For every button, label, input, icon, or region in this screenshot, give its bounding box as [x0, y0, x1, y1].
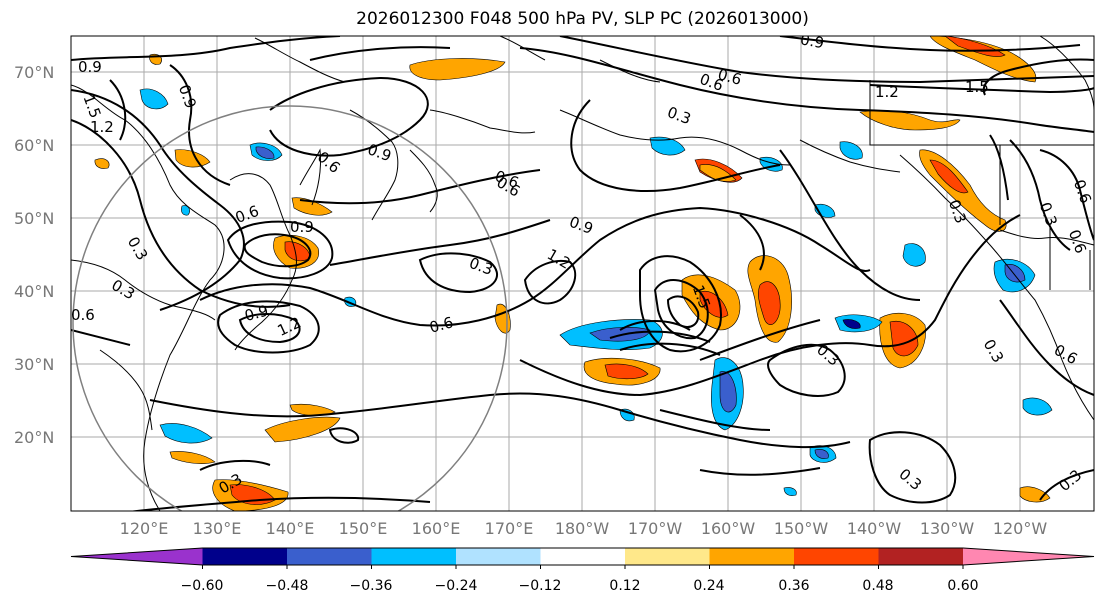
lon-label: 170°W [628, 519, 683, 538]
colorbar-swatch [878, 548, 963, 565]
colorbar-swatch [963, 548, 1094, 565]
colorbar-swatch [202, 548, 287, 565]
slp-contours [71, 36, 1094, 511]
map-frame [70, 35, 1095, 512]
lon-label: 120°E [120, 519, 169, 538]
svg-text:1.5: 1.5 [965, 78, 989, 96]
colorbar-tick-label: −0.48 [266, 578, 309, 594]
colorbar-swatch [709, 548, 794, 565]
map-title: 2026012300 F048 500 hPa PV, SLP PC (2026… [356, 9, 809, 29]
lon-label: 150°W [774, 519, 829, 538]
svg-text:1.2: 1.2 [875, 83, 899, 101]
lat-label: 40°N [14, 282, 54, 301]
svg-text:0.6: 0.6 [428, 313, 456, 337]
lon-label: 120°W [993, 519, 1048, 538]
lon-label: 150°E [339, 519, 388, 538]
lat-label: 50°N [14, 209, 54, 228]
lat-label: 20°N [14, 428, 54, 447]
latitude-labels: 70°N 60°N 50°N 40°N 30°N 20°N [14, 63, 54, 447]
colorbar-swatch [371, 548, 456, 565]
lon-label: 160°E [412, 519, 461, 538]
colorbar-swatch [794, 548, 879, 565]
colorbar-swatch [625, 548, 710, 565]
range-circle [72, 105, 508, 511]
colorbar-tick-label: −0.24 [435, 578, 478, 594]
lon-label: 140°E [266, 519, 315, 538]
colorbar-tick-label: 0.60 [947, 578, 978, 594]
colorbar-swatch [287, 548, 372, 565]
colorbar-tick-label: 0.12 [609, 578, 640, 594]
lon-label: 130°W [920, 519, 975, 538]
colorbar-tick-labels: −0.60 −0.48 −0.36 −0.24 −0.12 0.12 0.24 … [181, 578, 979, 594]
longitude-labels: 120°E 130°E 140°E 150°E 160°E 170°E 180°… [120, 519, 1048, 538]
svg-text:0.6: 0.6 [716, 65, 744, 89]
lat-label: 70°N [14, 63, 54, 82]
colorbar-swatch [456, 548, 541, 565]
lon-label: 130°E [193, 519, 242, 538]
lon-label: 180°W [555, 519, 610, 538]
colorbar-tick-label: 0.24 [693, 578, 724, 594]
colorbar-swatch [540, 548, 625, 565]
svg-text:0.6: 0.6 [71, 306, 95, 324]
svg-text:0.9: 0.9 [243, 301, 271, 325]
colorbar-ticks [202, 565, 964, 569]
svg-text:0.9: 0.9 [78, 58, 102, 76]
colorbar-tick-label: 0.36 [778, 578, 809, 594]
colorbar-swatch [71, 548, 203, 565]
colorbar-tick-label: −0.12 [519, 578, 562, 594]
svg-text:0.9: 0.9 [799, 30, 826, 52]
lat-label: 30°N [14, 355, 54, 374]
lat-label: 60°N [14, 136, 54, 155]
lon-label: 160°W [701, 519, 756, 538]
colorbar-tick-label: 0.48 [862, 578, 893, 594]
colorbar-swatches [70, 547, 1095, 566]
svg-text:1.2: 1.2 [90, 118, 114, 136]
lon-label: 170°E [485, 519, 534, 538]
colorbar-tick-label: −0.60 [181, 578, 224, 594]
pv-shading [94, 36, 1053, 511]
lon-label: 140°W [847, 519, 902, 538]
coastlines [71, 36, 1094, 511]
colorbar-tick-label: −0.36 [350, 578, 393, 594]
svg-text:0.9: 0.9 [290, 218, 314, 236]
colorbar: −0.60 −0.48 −0.36 −0.24 −0.12 0.12 0.24 … [70, 547, 1095, 594]
